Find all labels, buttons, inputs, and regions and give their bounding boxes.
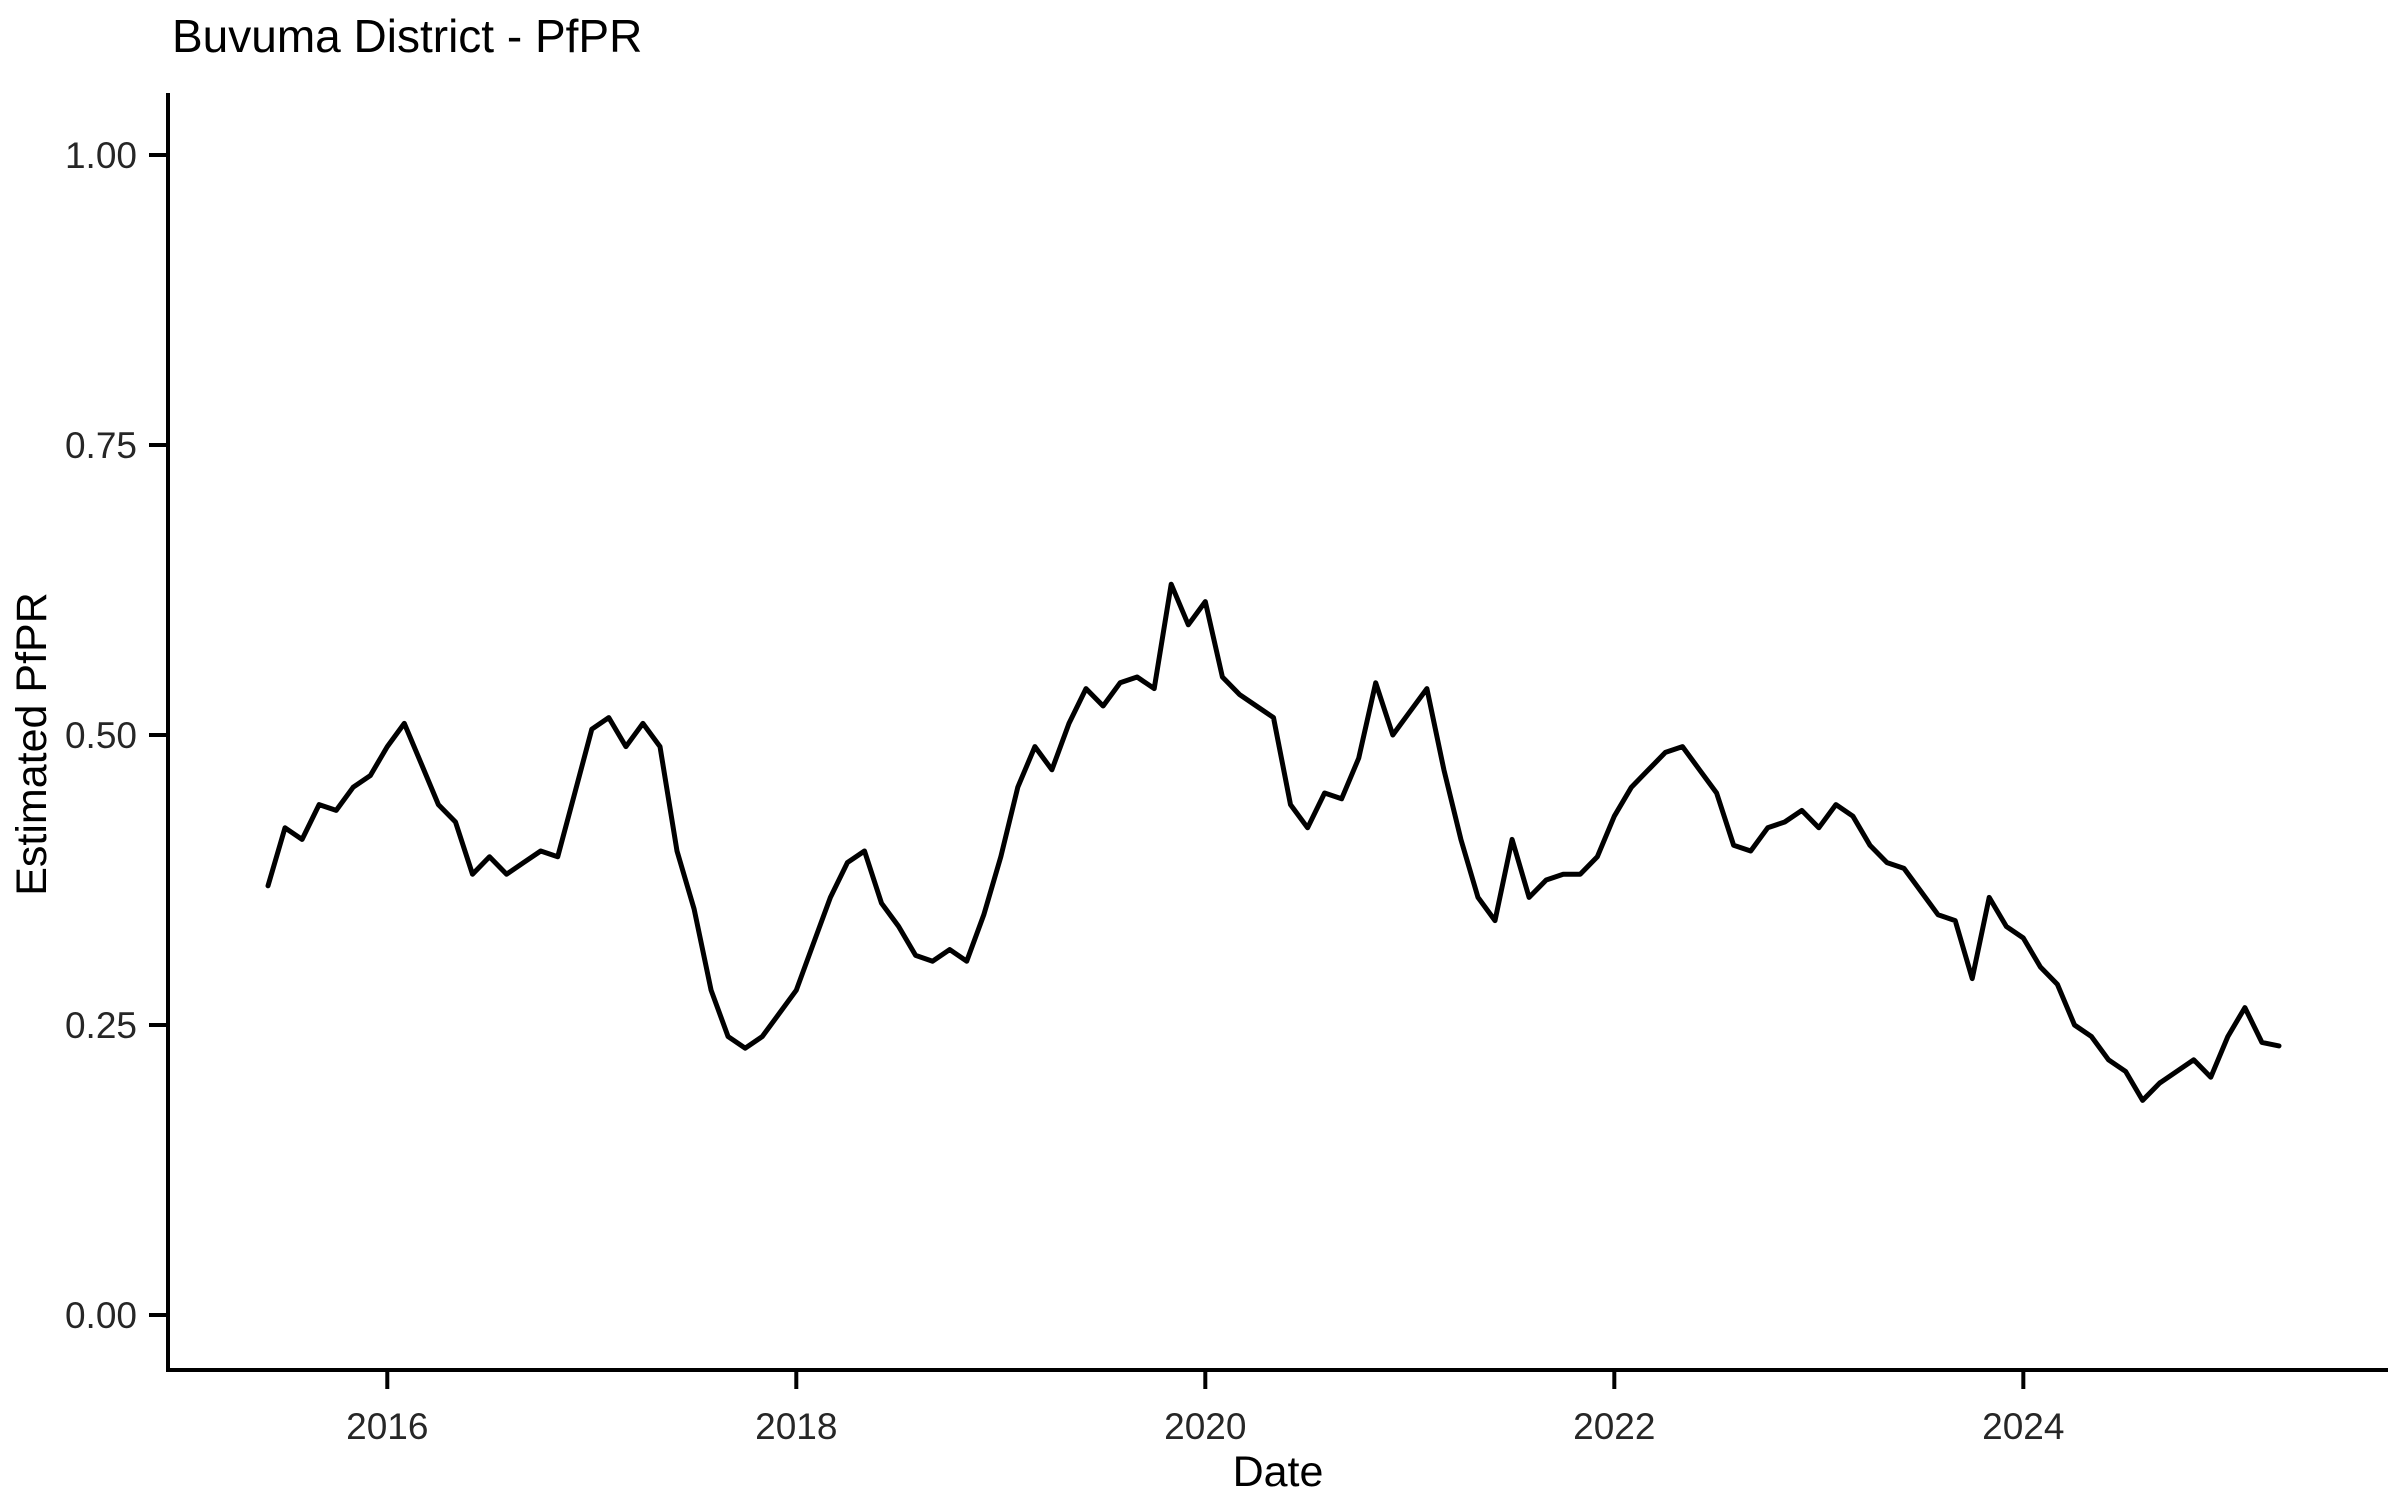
- x-axis-label: Date: [1233, 1448, 1324, 1496]
- x-tick-label: 2022: [1573, 1406, 1655, 1447]
- y-tick-label: 0.25: [65, 1005, 137, 1046]
- y-axis-label: Estimated PfPR: [8, 592, 56, 896]
- y-tick-label: 0.00: [65, 1295, 137, 1336]
- y-tick-label: 1.00: [65, 135, 137, 176]
- chart-title: Buvuma District - PfPR: [172, 10, 642, 62]
- x-tick-label: 2024: [1982, 1406, 2064, 1447]
- y-tick-label: 0.75: [65, 425, 137, 466]
- x-tick-label: 2018: [755, 1406, 837, 1447]
- y-tick-label: 0.50: [65, 715, 137, 756]
- x-axis-ticks: 2016 2018 2020 2022 2024: [346, 1370, 2064, 1447]
- pfpr-line: [265, 581, 2282, 1103]
- y-axis-ticks: 0.00 0.25 0.50 0.75 1.00: [65, 135, 168, 1336]
- x-tick-label: 2016: [346, 1406, 428, 1447]
- x-tick-label: 2020: [1164, 1406, 1246, 1447]
